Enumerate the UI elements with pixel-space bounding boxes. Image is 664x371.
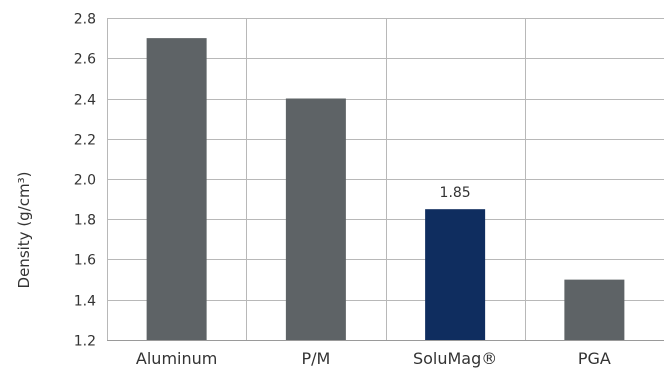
x-category-label: SoluMag® xyxy=(413,349,497,368)
x-category-label: Aluminum xyxy=(136,349,217,368)
bar-pga xyxy=(564,279,625,340)
x-axis-labels: Aluminum P/M SoluMag® PGA xyxy=(136,349,611,368)
y-tick-label: 2.0 xyxy=(74,173,96,189)
y-tick-label: 1.2 xyxy=(74,334,96,350)
y-tick-label: 1.8 xyxy=(74,213,96,229)
y-tick-label: 2.6 xyxy=(74,52,96,68)
y-tick-label: 2.2 xyxy=(74,133,96,149)
y-tick-label: 1.6 xyxy=(74,253,96,269)
bar-aluminum xyxy=(146,38,207,340)
y-tick-label: 2.8 xyxy=(74,12,96,28)
y-tick-label: 2.4 xyxy=(74,93,96,109)
bar-p-m xyxy=(285,98,346,340)
y-axis-ticks: 1.2 1.4 1.6 1.8 2.0 2.2 2.4 2.6 2.8 xyxy=(74,12,96,350)
data-labels: 1.85 xyxy=(440,185,471,201)
y-tick-label: 1.4 xyxy=(74,294,96,310)
bar-solumag xyxy=(425,209,486,340)
bars-layer xyxy=(146,38,625,340)
bar-data-label: 1.85 xyxy=(440,185,471,201)
x-category-label: P/M xyxy=(301,349,330,368)
y-axis-title: Density (g/cm³) xyxy=(15,172,33,289)
x-category-label: PGA xyxy=(578,349,611,368)
